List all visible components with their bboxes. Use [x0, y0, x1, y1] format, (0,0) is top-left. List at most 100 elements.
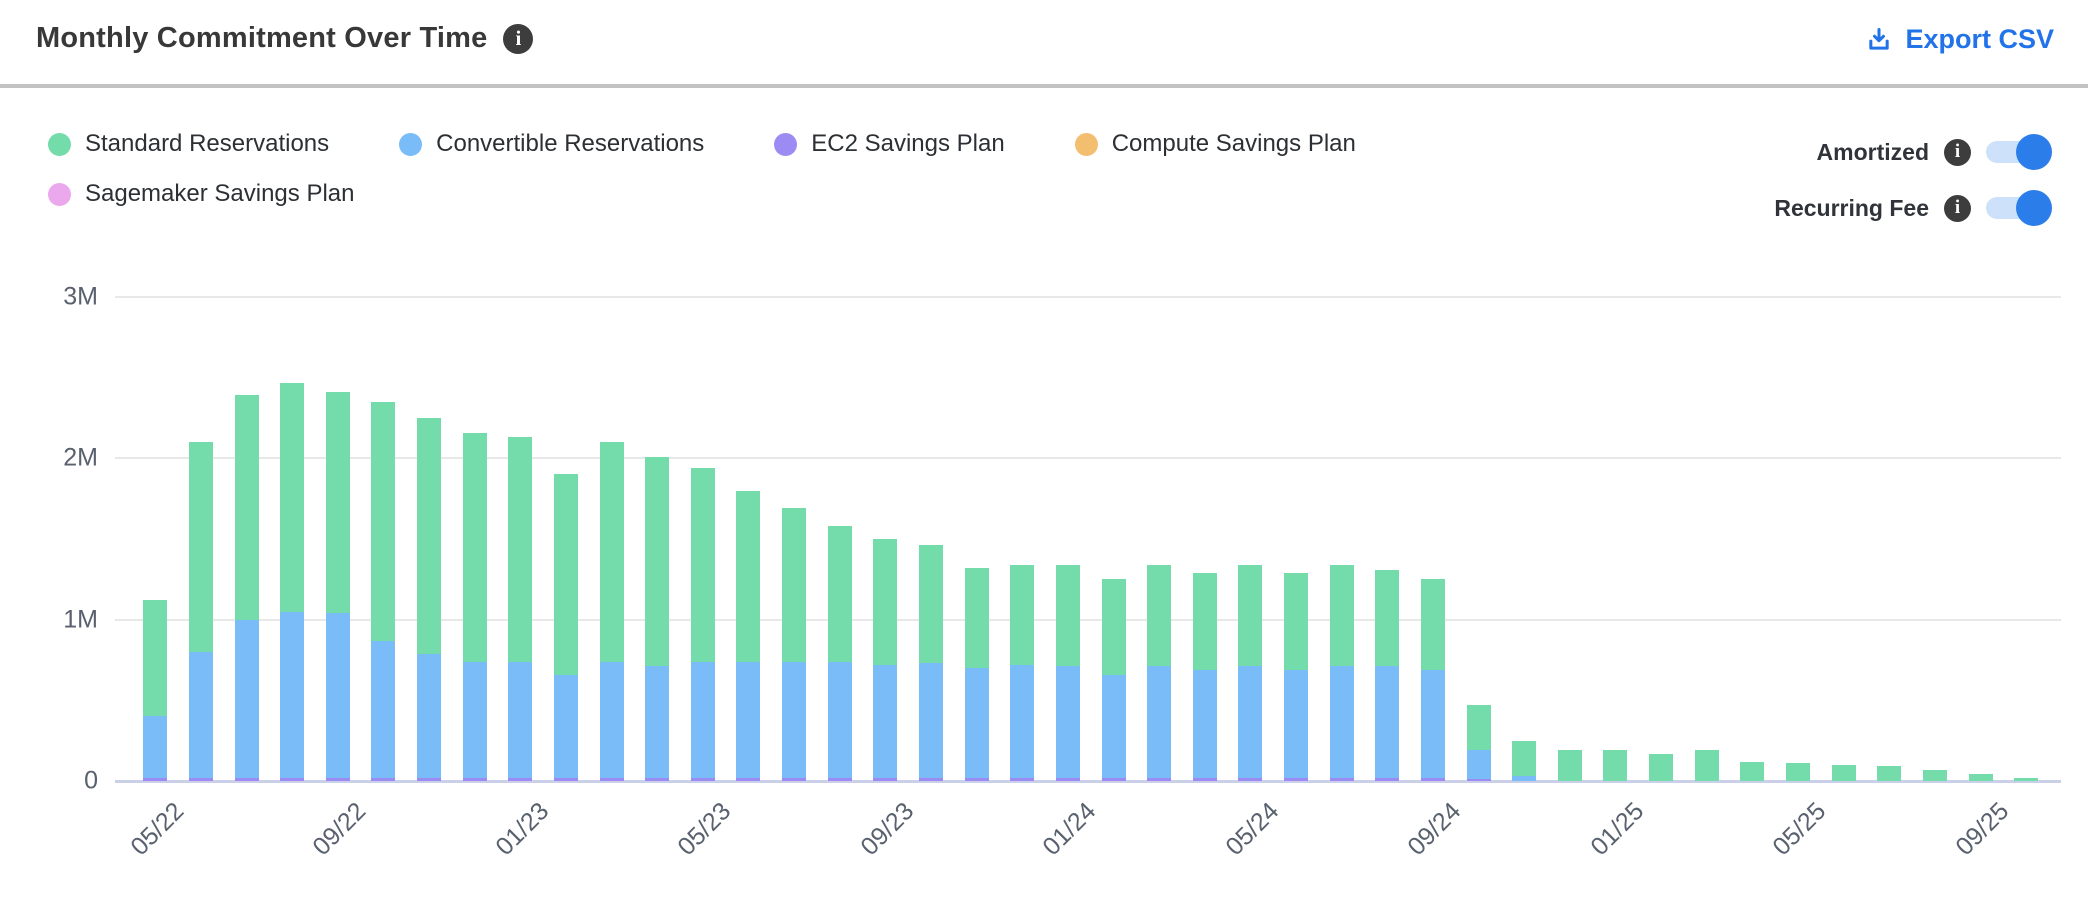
- bar-07-22[interactable]: [234, 395, 259, 781]
- x-tick-label: 09/24: [1402, 797, 1467, 862]
- bar-12-22[interactable]: [462, 432, 487, 781]
- legend-item-standard-reservations[interactable]: Standard Reservations: [48, 130, 329, 158]
- bar-09-25[interactable]: [1968, 773, 1993, 781]
- legend-item-sagemaker-savings-plan[interactable]: Sagemaker Savings Plan: [48, 180, 354, 208]
- bar-segment-standard-reservations: [1649, 753, 1674, 781]
- bar-10-22[interactable]: [371, 401, 396, 781]
- bar-11-22[interactable]: [417, 418, 442, 781]
- bar-12-23[interactable]: [1010, 564, 1035, 781]
- bar-05-25[interactable]: [1785, 763, 1810, 781]
- toggle-info-icon[interactable]: i: [1944, 138, 1971, 166]
- bar-segment-convertible-reservations: [599, 661, 624, 778]
- bar-segment-standard-reservations: [1238, 564, 1263, 667]
- bar-segment-convertible-reservations: [827, 661, 852, 778]
- bar-segment-convertible-reservations: [325, 613, 350, 778]
- legend-item-compute-savings-plan[interactable]: Compute Savings Plan: [1074, 130, 1356, 158]
- bar-segment-convertible-reservations: [234, 619, 259, 778]
- bar-01-24[interactable]: [1055, 564, 1080, 781]
- bar-07-23[interactable]: [782, 508, 807, 781]
- bar-segment-standard-reservations: [782, 508, 807, 662]
- bar-segment-standard-reservations: [143, 600, 168, 717]
- bar-10-24[interactable]: [1466, 705, 1491, 781]
- bar-segment-standard-reservations: [1147, 564, 1172, 667]
- chart-legend: Standard Reservations Convertible Reserva…: [48, 130, 1468, 208]
- bar-05-22[interactable]: [143, 600, 168, 781]
- toggle-knob: [2016, 134, 2052, 170]
- legend-dot: [774, 132, 798, 156]
- x-tick-label: 09/25: [1950, 797, 2015, 862]
- bar-segment-standard-reservations: [964, 568, 989, 669]
- legend-label: Sagemaker Savings Plan: [85, 180, 355, 207]
- bar-04-25[interactable]: [1740, 761, 1765, 781]
- bar-02-25[interactable]: [1649, 753, 1674, 781]
- bar-segment-standard-reservations: [1922, 769, 1947, 781]
- toggle-switch[interactable]: [1986, 190, 2052, 226]
- bar-segment-standard-reservations: [1740, 761, 1765, 781]
- bar-segment-standard-reservations: [1694, 750, 1719, 781]
- bar-11-24[interactable]: [1512, 740, 1537, 781]
- bar-segment-standard-reservations: [1101, 579, 1126, 675]
- bar-11-23[interactable]: [964, 568, 989, 781]
- bar-06-23[interactable]: [736, 490, 761, 781]
- gridline: [115, 296, 2061, 298]
- title-info-icon[interactable]: i: [503, 23, 534, 54]
- bar-09-24[interactable]: [1420, 579, 1445, 781]
- bar-segment-standard-reservations: [325, 392, 350, 614]
- x-tick-label: 09/23: [855, 797, 920, 862]
- bar-08-25[interactable]: [1922, 769, 1947, 781]
- legend-dot: [399, 132, 423, 156]
- bar-01-23[interactable]: [508, 437, 533, 781]
- toggle-info-icon[interactable]: i: [1944, 194, 1971, 222]
- bar-segment-ec2-savings-plan: [1192, 777, 1217, 781]
- x-tick-label: 05/22: [125, 797, 190, 862]
- bar-01-25[interactable]: [1603, 750, 1628, 781]
- legend-item-ec2-savings-plan[interactable]: EC2 Savings Plan: [774, 130, 1005, 158]
- bar-segment-convertible-reservations: [873, 664, 898, 778]
- bar-09-22[interactable]: [325, 392, 350, 781]
- bar-06-22[interactable]: [188, 442, 213, 781]
- bar-10-23[interactable]: [919, 545, 943, 781]
- bar-03-25[interactable]: [1694, 750, 1719, 781]
- toggle-switch[interactable]: [1986, 134, 2052, 170]
- bar-segment-ec2-savings-plan: [462, 777, 487, 781]
- bar-12-24[interactable]: [1557, 750, 1582, 781]
- bar-segment-standard-reservations: [508, 437, 533, 662]
- bar-06-24[interactable]: [1284, 572, 1309, 781]
- bar-segment-ec2-savings-plan: [645, 777, 670, 781]
- bar-10-25[interactable]: [2014, 777, 2039, 781]
- bar-segment-ec2-savings-plan: [782, 777, 807, 781]
- bar-05-24[interactable]: [1238, 564, 1263, 781]
- bar-segment-standard-reservations: [1968, 773, 1993, 781]
- bar-07-25[interactable]: [1877, 766, 1902, 781]
- bar-segment-ec2-savings-plan: [1055, 777, 1080, 781]
- bar-02-23[interactable]: [553, 474, 578, 781]
- bar-segment-standard-reservations: [1512, 740, 1537, 777]
- bar-09-23[interactable]: [873, 539, 898, 781]
- bar-08-22[interactable]: [280, 382, 305, 781]
- x-tick-label: 05/23: [672, 797, 737, 862]
- header-divider: [0, 84, 2088, 88]
- bar-04-23[interactable]: [645, 456, 670, 781]
- bar-segment-convertible-reservations: [417, 653, 442, 778]
- bar-08-23[interactable]: [827, 526, 852, 781]
- bar-02-24[interactable]: [1101, 579, 1126, 781]
- bar-03-24[interactable]: [1147, 564, 1172, 781]
- toggle-knob: [2016, 190, 2052, 226]
- legend-item-convertible-reservations[interactable]: Convertible Reservations: [399, 130, 704, 158]
- bar-segment-standard-reservations: [417, 418, 442, 654]
- y-tick-label: 2M: [63, 443, 98, 472]
- bar-segment-convertible-reservations: [919, 663, 943, 778]
- bar-04-24[interactable]: [1192, 572, 1217, 781]
- legend-label: Compute Savings Plan: [1111, 130, 1356, 157]
- bar-05-23[interactable]: [690, 468, 715, 781]
- bar-07-24[interactable]: [1329, 564, 1354, 781]
- bar-08-24[interactable]: [1375, 569, 1400, 781]
- bar-segment-ec2-savings-plan: [280, 777, 305, 781]
- bar-segment-ec2-savings-plan: [1147, 777, 1172, 781]
- bar-03-23[interactable]: [599, 442, 624, 781]
- bar-segment-standard-reservations: [1375, 569, 1400, 667]
- bar-06-25[interactable]: [1831, 764, 1856, 781]
- bar-segment-standard-reservations: [553, 474, 578, 675]
- y-tick-label: 3M: [63, 282, 98, 311]
- export-csv-button[interactable]: Export CSV: [1865, 24, 2054, 55]
